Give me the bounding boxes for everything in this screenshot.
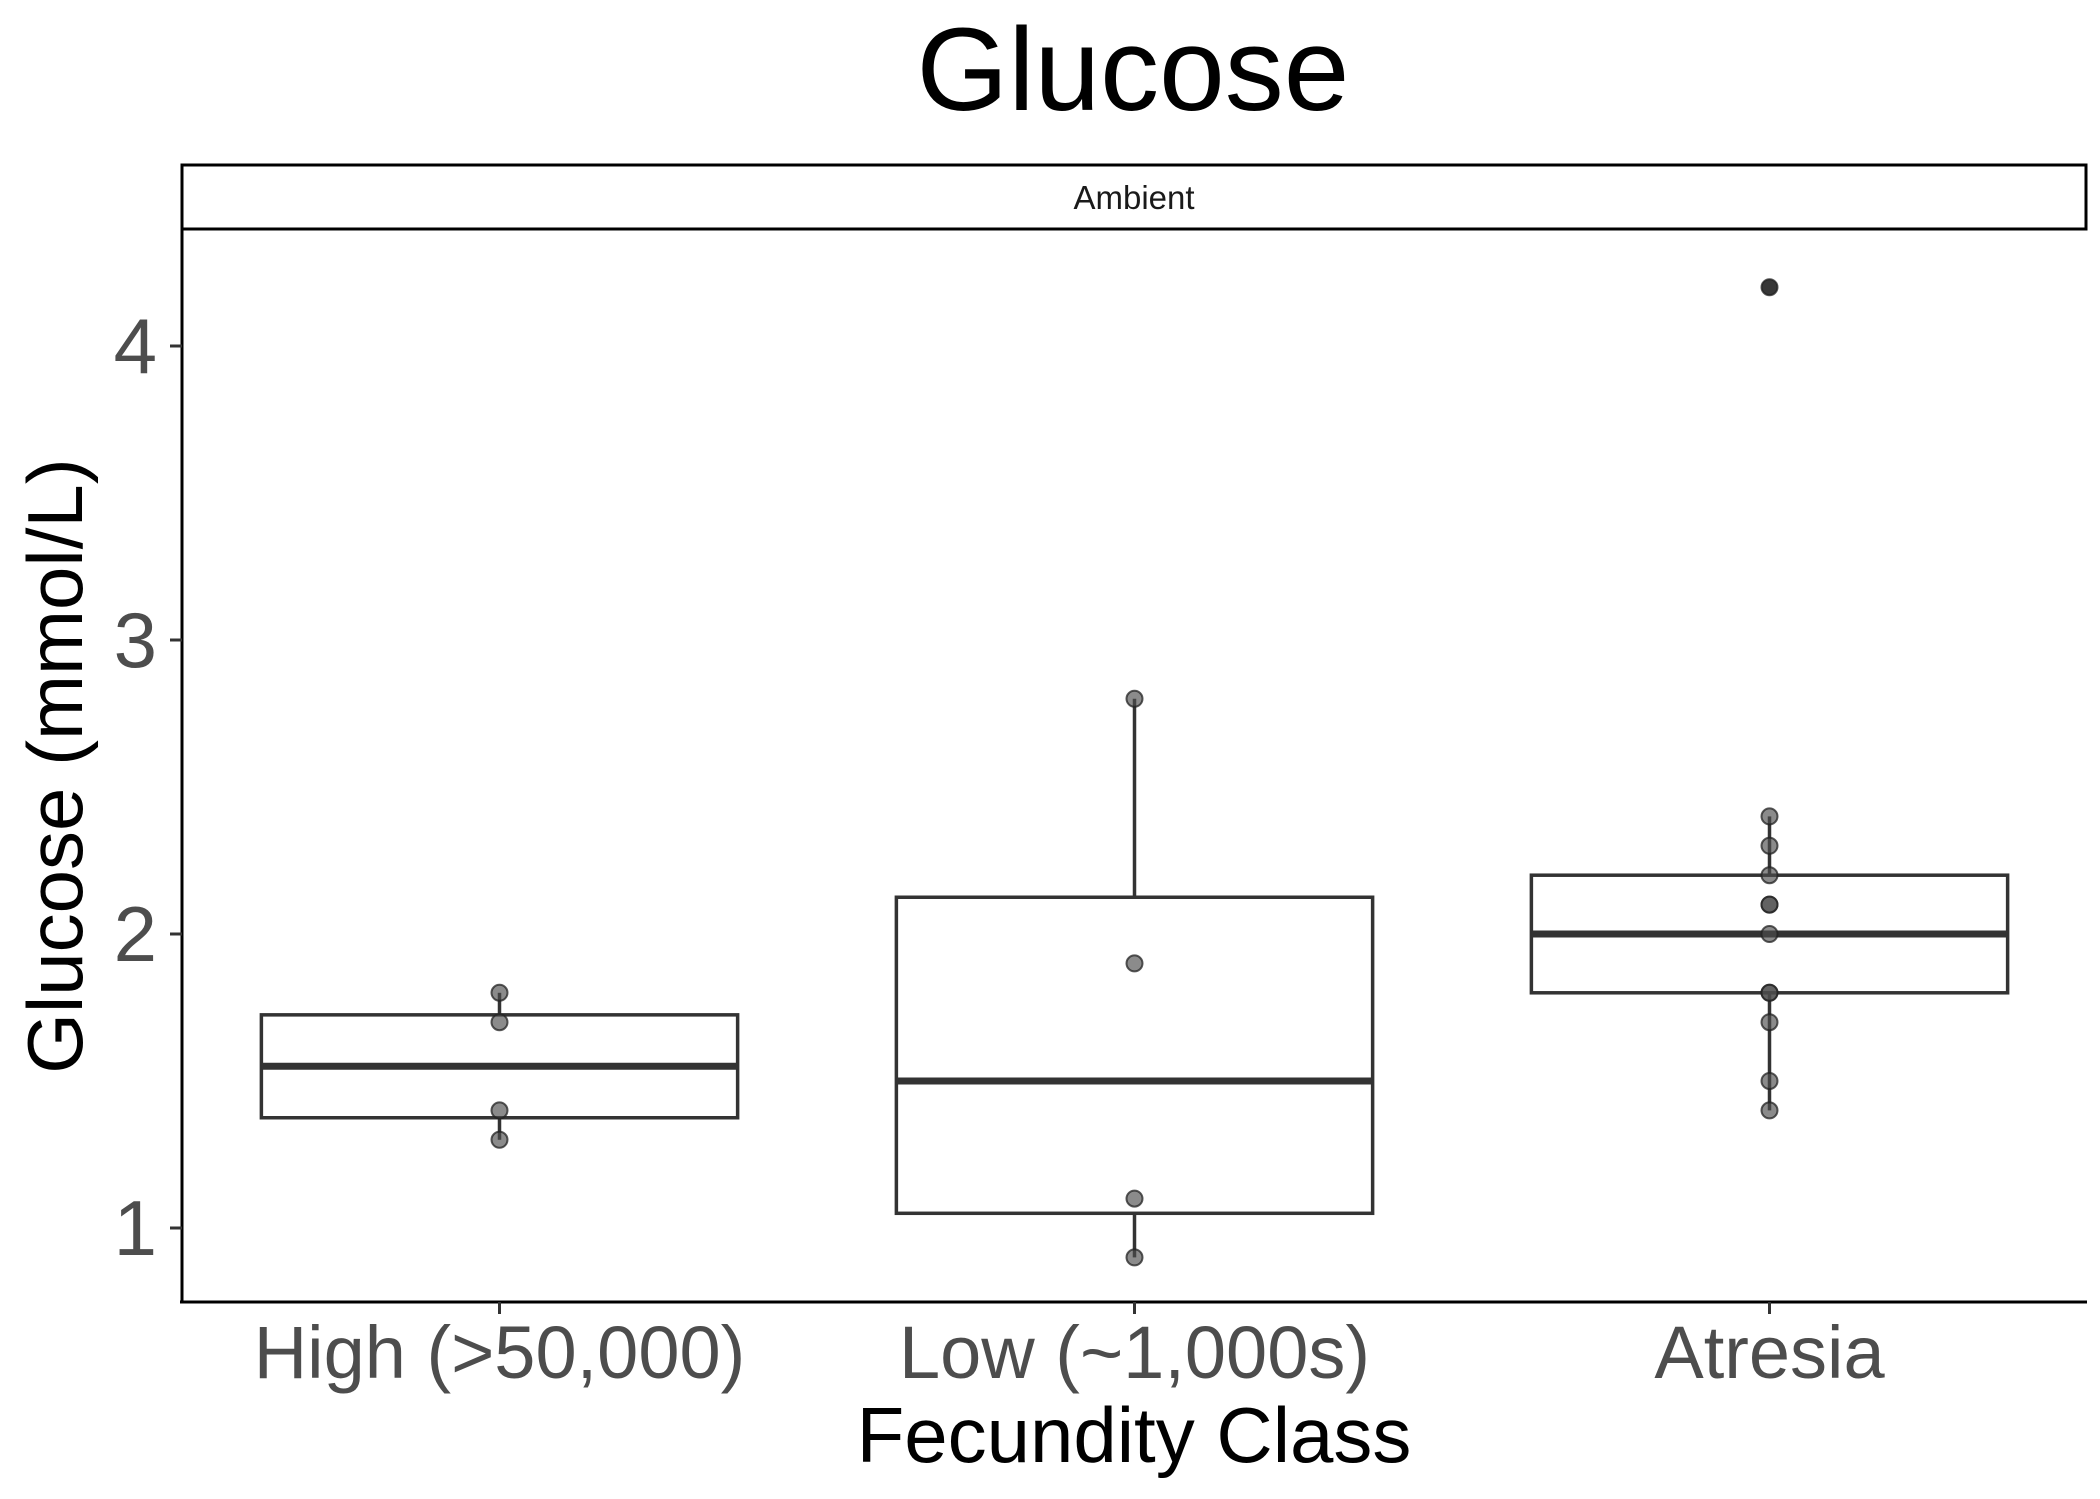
data-point [1760, 895, 1779, 914]
data-point [1760, 836, 1779, 855]
data-point [1760, 925, 1779, 943]
chart-title: Glucose [917, 4, 1350, 136]
x-tick-label: High (>50,000) [254, 1311, 746, 1394]
data-point [1125, 1189, 1144, 1208]
plot-marks [259, 278, 2010, 1267]
data-point [1760, 1072, 1779, 1090]
y-tick-label: 1 [114, 1184, 157, 1272]
x-tick-label: Atresia [1654, 1311, 1885, 1394]
x-axis-ticks: High (>50,000) Low (~1,000s) Atresia [254, 1302, 1885, 1394]
y-tick-label: 2 [114, 890, 157, 978]
data-point [1760, 1013, 1779, 1032]
y-axis-title: Glucose (mmol/L) [11, 458, 99, 1073]
y-tick-label: 3 [114, 596, 157, 684]
box-group-low [894, 698, 1375, 1258]
data-point [1760, 983, 1779, 1002]
y-axis-ticks: 1 2 3 4 [114, 302, 182, 1272]
data-point [1125, 1248, 1144, 1267]
x-axis-title: Fecundity Class [857, 1391, 1412, 1479]
data-point [1125, 954, 1144, 973]
data-point [1125, 689, 1144, 708]
data-point [1760, 278, 1779, 297]
facet-strip [180, 163, 2088, 231]
data-point [490, 1101, 509, 1120]
data-point [1760, 866, 1779, 885]
y-tick-label: 4 [114, 302, 157, 390]
facet-strip-label: Ambient [1073, 179, 1194, 216]
data-point [490, 983, 509, 1002]
x-tick-label: Low (~1,000s) [899, 1311, 1370, 1394]
data-point [490, 1130, 509, 1149]
data-point [1760, 807, 1779, 826]
box-iqr [894, 895, 1375, 1216]
data-point [1760, 1101, 1779, 1120]
data-point [490, 1013, 509, 1032]
